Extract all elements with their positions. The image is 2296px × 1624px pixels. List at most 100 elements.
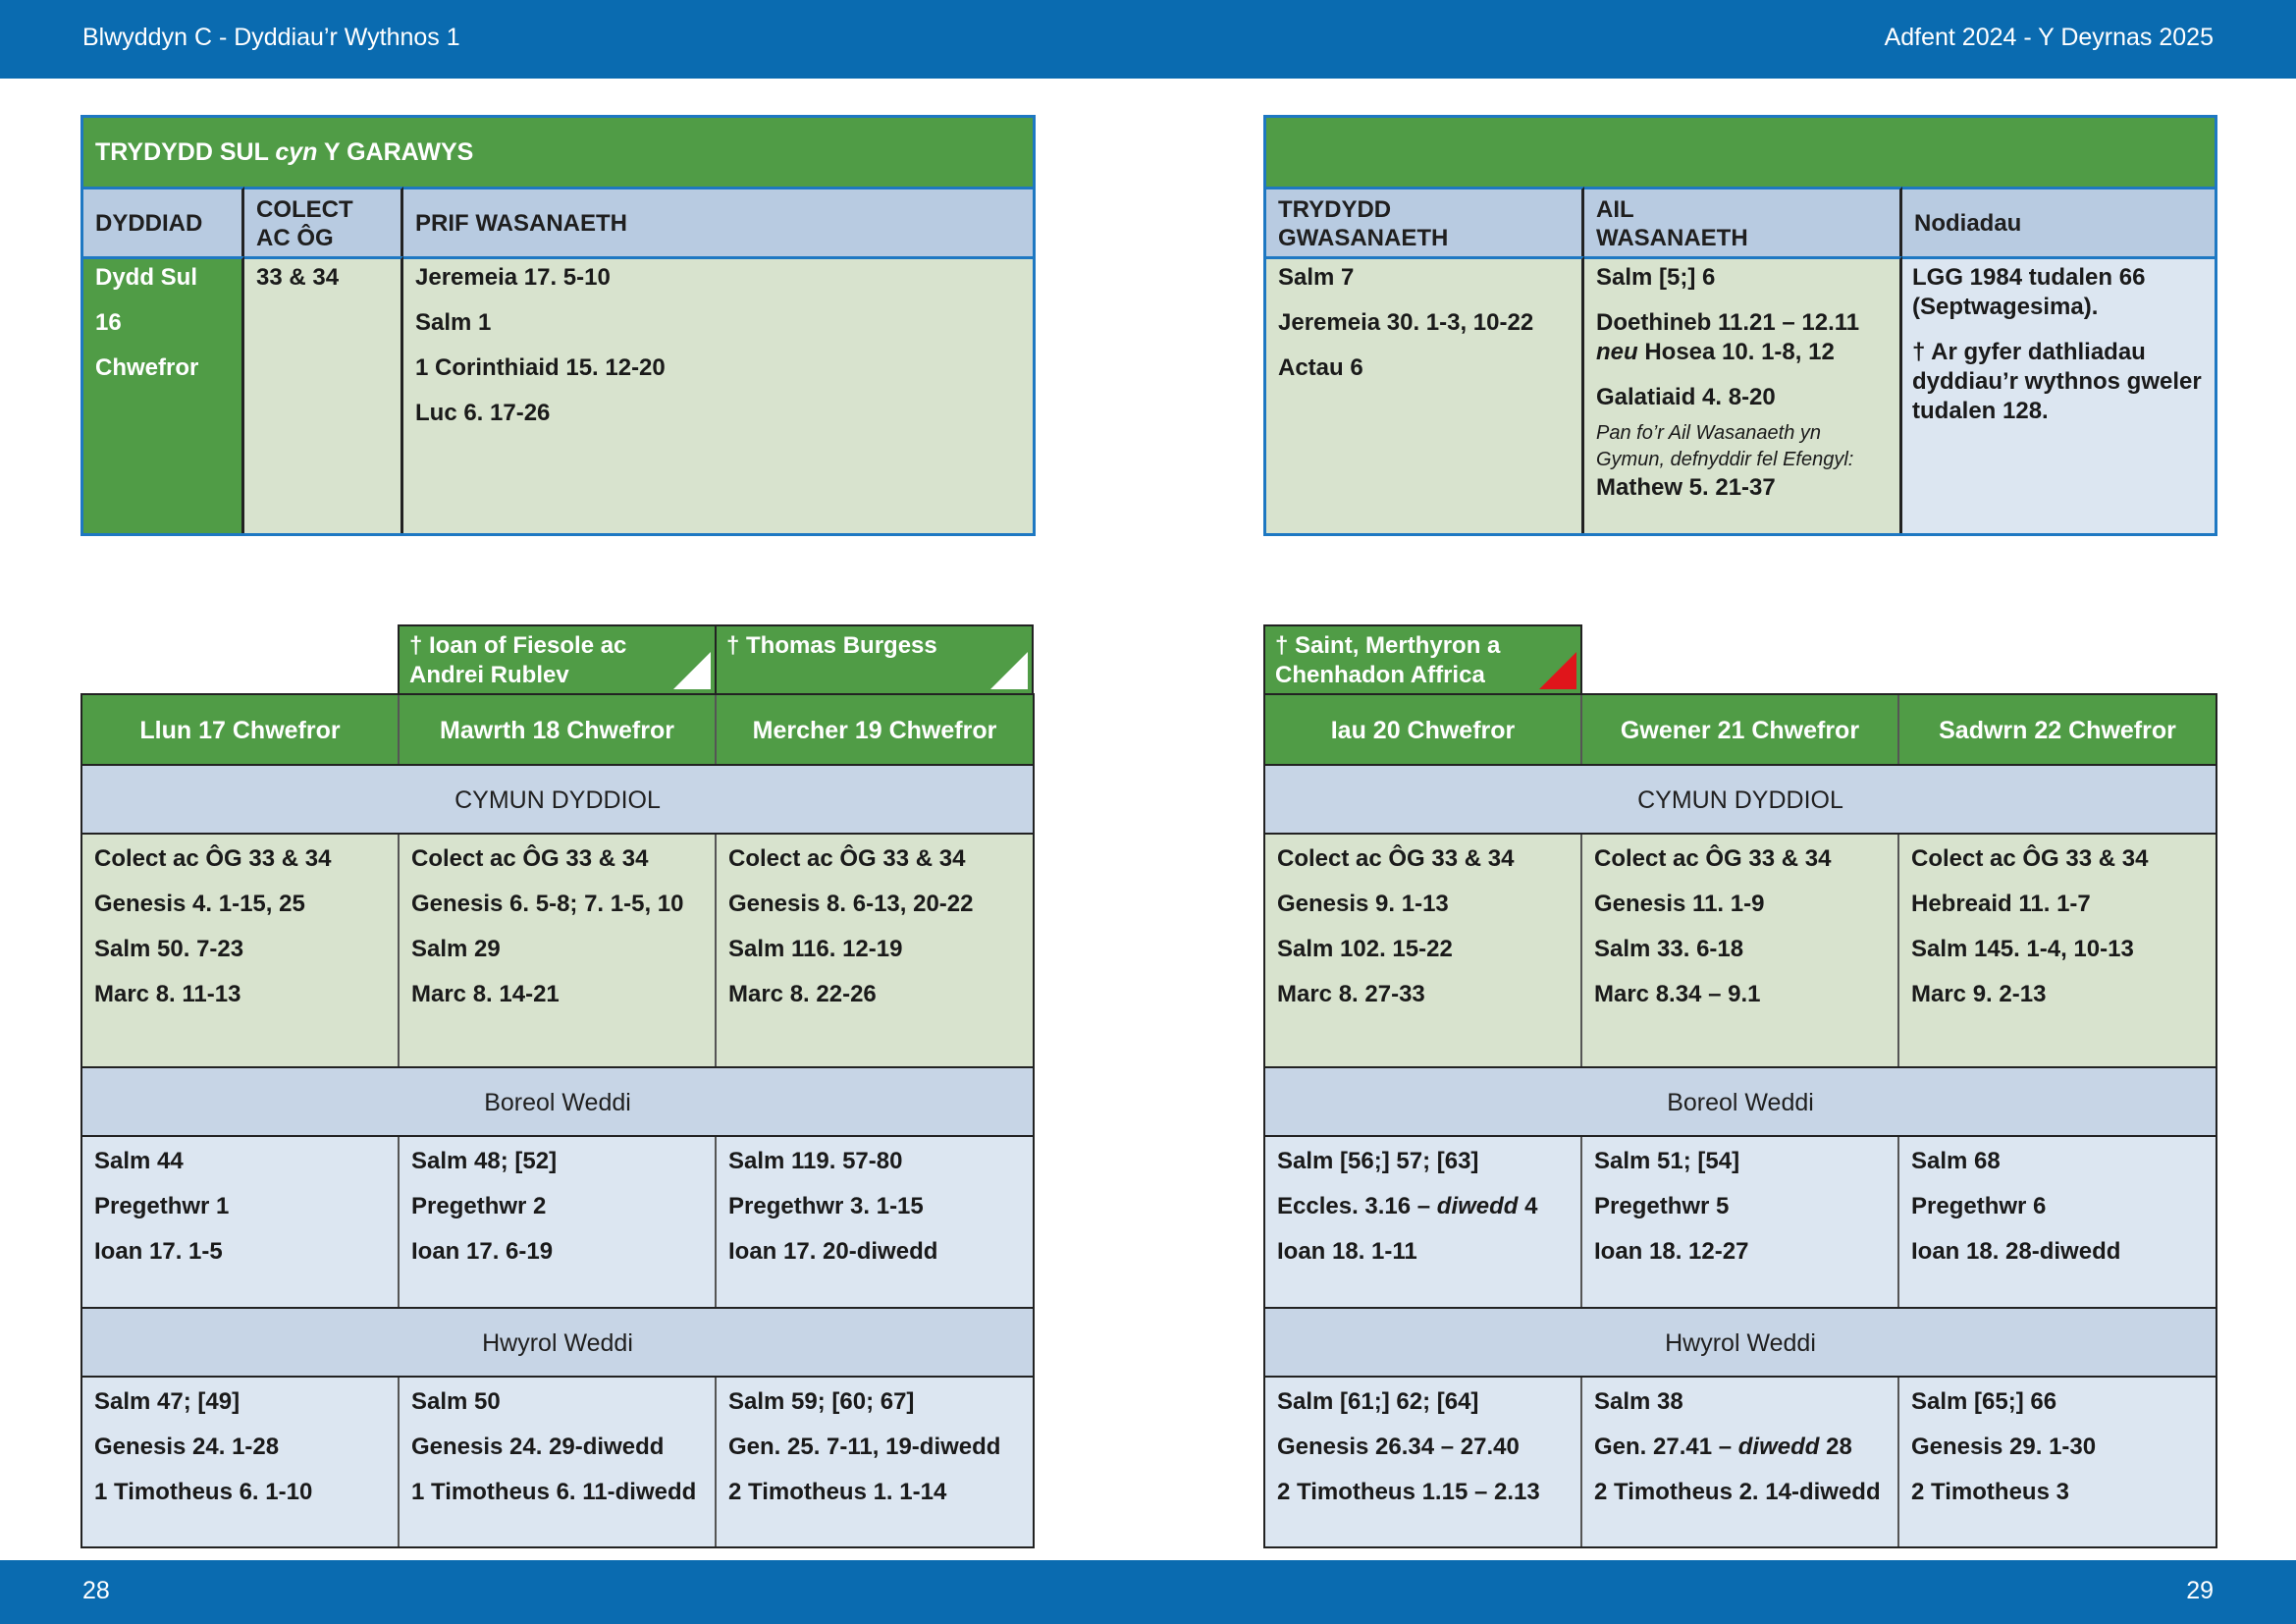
saint-tab-wednesday: † Thomas Burgess xyxy=(715,624,1034,695)
reading: Pregethwr 2 xyxy=(411,1193,547,1219)
communion-saturday: Colect ac ÔG 33 & 34 Hebreaid 11. 1-7 Sa… xyxy=(1899,835,2216,1066)
reading: Salm 38 xyxy=(1594,1388,1683,1415)
reading: Genesis 11. 1-9 xyxy=(1594,891,1765,917)
reading: Genesis 26.34 – 27.40 xyxy=(1277,1434,1520,1460)
reading: Ioan 18. 1-11 xyxy=(1277,1238,1417,1265)
note-1: LGG 1984 tudalen 66 (Septwagesima). xyxy=(1912,264,2146,320)
second-reading-5: Mathew 5. 21-37 xyxy=(1596,474,1776,501)
communion-wednesday: Colect ac ÔG 33 & 34 Genesis 8. 6-13, 20… xyxy=(717,835,1033,1066)
evening-friday: Salm 38 Gen. 27.41 – diwedd 28 2 Timothe… xyxy=(1582,1378,1899,1546)
section-morning-prayer: Boreol Weddi xyxy=(82,1068,1033,1137)
reading: Ioan 17. 20-diwedd xyxy=(728,1238,938,1265)
reading: Eccles. 3.16 – diwedd 4 xyxy=(1277,1192,1569,1221)
day-header-row: Llun 17 Chwefror Mawrth 18 Chwefror Merc… xyxy=(82,695,1033,766)
communion-row: Colect ac ÔG 33 & 34 Genesis 4. 1-15, 25… xyxy=(82,835,1033,1068)
reading-part: 4 xyxy=(1518,1193,1538,1219)
reading: Hebreaid 11. 1-7 xyxy=(1911,891,2091,917)
communion-thursday: Colect ac ÔG 33 & 34 Genesis 9. 1-13 Sal… xyxy=(1265,835,1582,1066)
communion-monday: Colect ac ÔG 33 & 34 Genesis 4. 1-15, 25… xyxy=(82,835,400,1066)
reading: Salm [61;] 62; [64] xyxy=(1277,1388,1479,1415)
reading: Pregethwr 5 xyxy=(1594,1193,1730,1219)
section-communion: CYMUN DYDDIOL xyxy=(1265,766,2216,835)
reading: Marc 9. 2-13 xyxy=(1911,981,2047,1007)
reading-italic: diwedd xyxy=(1436,1193,1519,1219)
reading: Gen. 27.41 – diwedd 28 xyxy=(1594,1433,1886,1462)
reading: Salm 47; [49] xyxy=(94,1388,240,1415)
saint-tab-thursday: † Saint, Merthyron a Chenhadon Affrica xyxy=(1263,624,1582,695)
saint-tuesday-text: † Ioan of Fiesole ac Andrei Rublev xyxy=(409,632,627,688)
reading: Marc 8. 14-21 xyxy=(411,981,560,1007)
second-reading-1: Salm [5;] 6 xyxy=(1596,264,1716,291)
second-reading-3-italic: neu xyxy=(1596,339,1638,365)
second-reading-4: Galatiaid 4. 8-20 xyxy=(1596,384,1776,410)
red-corner-marker xyxy=(1539,652,1576,689)
evening-monday: Salm 47; [49] Genesis 24. 1-28 1 Timothe… xyxy=(82,1378,400,1546)
reading: Salm 59; [60; 67] xyxy=(728,1388,915,1415)
second-reading-3-rest: Hosea 10. 1-8, 12 xyxy=(1637,339,1835,365)
main-reading-1: Jeremeia 17. 5-10 xyxy=(415,264,611,291)
communion-tuesday: Colect ac ÔG 33 & 34 Genesis 6. 5-8; 7. … xyxy=(400,835,717,1066)
day-header-wednesday: Mercher 19 Chwefror xyxy=(752,717,997,744)
reading: Ioan 17. 6-19 xyxy=(411,1238,554,1265)
reading: Genesis 8. 6-13, 20-22 xyxy=(728,891,974,917)
reading: Salm 119. 57-80 xyxy=(728,1148,903,1174)
reading: Marc 8. 22-26 xyxy=(728,981,877,1007)
reading: Colect ac ÔG 33 & 34 xyxy=(1277,845,1515,872)
reading: Marc 8. 11-13 xyxy=(94,981,241,1007)
sunday-date-cell: Dydd Sul 16 Chwefror xyxy=(83,256,244,533)
evening-row: Salm [61;] 62; [64] Genesis 26.34 – 27.4… xyxy=(1265,1378,2216,1546)
third-service-cell: Salm 7 Jeremeia 30. 1-3, 10-22 Actau 6 xyxy=(1266,256,1584,533)
reading: Marc 8. 27-33 xyxy=(1277,981,1425,1007)
header-main-service: PRIF WASANAETH xyxy=(403,187,1033,256)
section-evening-prayer: Hwyrol Weddi xyxy=(1265,1309,2216,1378)
morning-friday: Salm 51; [54] Pregethwr 5 Ioan 18. 12-27 xyxy=(1582,1137,1899,1307)
reading: Colect ac ÔG 33 & 34 xyxy=(1911,845,2149,872)
note-2: † Ar gyfer dathliadau dyddiau’r wythnos … xyxy=(1912,339,2202,424)
reading: Salm 29 xyxy=(411,936,501,962)
sunday-title-b: Y GARAWYS xyxy=(317,138,474,166)
sunday-title: TRYDYDD SUL cyn Y GARAWYS xyxy=(83,118,1033,187)
reading: Colect ac ÔG 33 & 34 xyxy=(411,845,649,872)
reading: Pregethwr 6 xyxy=(1911,1193,2047,1219)
reading-part: Gen. 27.41 – xyxy=(1594,1434,1738,1460)
saint-thursday-text: † Saint, Merthyron a Chenhadon Affrica xyxy=(1275,632,1501,688)
reading: Colect ac ÔG 33 & 34 xyxy=(1594,845,1832,872)
reading: Salm 33. 6-18 xyxy=(1594,936,1744,962)
second-service-note: Pan fo’r Ail Wasanaeth yn Gymun, defnydd… xyxy=(1596,422,1854,470)
day-header-thursday: Iau 20 Chwefror xyxy=(1265,695,1582,764)
header-date: DYDDIAD xyxy=(83,187,244,256)
header-notes: Nodiadau xyxy=(1902,187,2215,256)
third-reading-2: Jeremeia 30. 1-3, 10-22 xyxy=(1278,309,1534,336)
reading-italic: diwedd xyxy=(1737,1434,1820,1460)
evening-thursday: Salm [61;] 62; [64] Genesis 26.34 – 27.4… xyxy=(1265,1378,1582,1546)
reading: Genesis 9. 1-13 xyxy=(1277,891,1449,917)
reading: Salm [56;] 57; [63] xyxy=(1277,1148,1479,1174)
evening-tuesday: Salm 50 Genesis 24. 29-diwedd 1 Timotheu… xyxy=(400,1378,717,1546)
section-communion: CYMUN DYDDIOL xyxy=(82,766,1033,835)
date-line-3: Chwefror xyxy=(95,354,199,381)
sunday-title-italic: cyn xyxy=(275,138,318,166)
reading: 2 Timotheus 1.15 – 2.13 xyxy=(1277,1479,1540,1505)
section-morning-prayer: Boreol Weddi xyxy=(1265,1068,2216,1137)
reading: Salm 116. 12-19 xyxy=(728,936,903,962)
morning-thursday: Salm [56;] 57; [63] Eccles. 3.16 – diwed… xyxy=(1265,1137,1582,1307)
day-header-tuesday: Mawrth 18 Chwefror xyxy=(400,695,717,764)
footer-band: 28 29 xyxy=(0,1560,2296,1624)
reading-part: 28 xyxy=(1819,1434,1852,1460)
reading: Marc 8.34 – 9.1 xyxy=(1594,981,1761,1007)
header-second-service: AIL WASANAETH xyxy=(1584,187,1902,256)
header-band: Blwyddyn C - Dyddiau’r Wythnos 1 Adfent … xyxy=(0,0,2296,79)
sunday-title-a: TRYDYDD SUL xyxy=(95,138,276,166)
reading: Salm 48; [52] xyxy=(411,1148,558,1174)
reading: 2 Timotheus 3 xyxy=(1911,1479,2069,1505)
reading: Gen. 25. 7-11, 19-diwedd xyxy=(728,1434,1001,1460)
header-right-title: Adfent 2024 - Y Deyrnas 2025 xyxy=(1884,24,2214,51)
reading-part: Eccles. 3.16 – xyxy=(1277,1193,1437,1219)
third-reading-3: Actau 6 xyxy=(1278,354,1363,381)
reading: Salm [65;] 66 xyxy=(1911,1388,2057,1415)
reading: Salm 50 xyxy=(411,1388,501,1415)
collect-value: 33 & 34 xyxy=(256,264,340,291)
reading: Colect ac ÔG 33 & 34 xyxy=(728,845,966,872)
saint-tab-tuesday: † Ioan of Fiesole ac Andrei Rublev xyxy=(398,624,717,695)
day-header-row: Iau 20 Chwefror Gwener 21 Chwefror Sadwr… xyxy=(1265,695,2216,766)
